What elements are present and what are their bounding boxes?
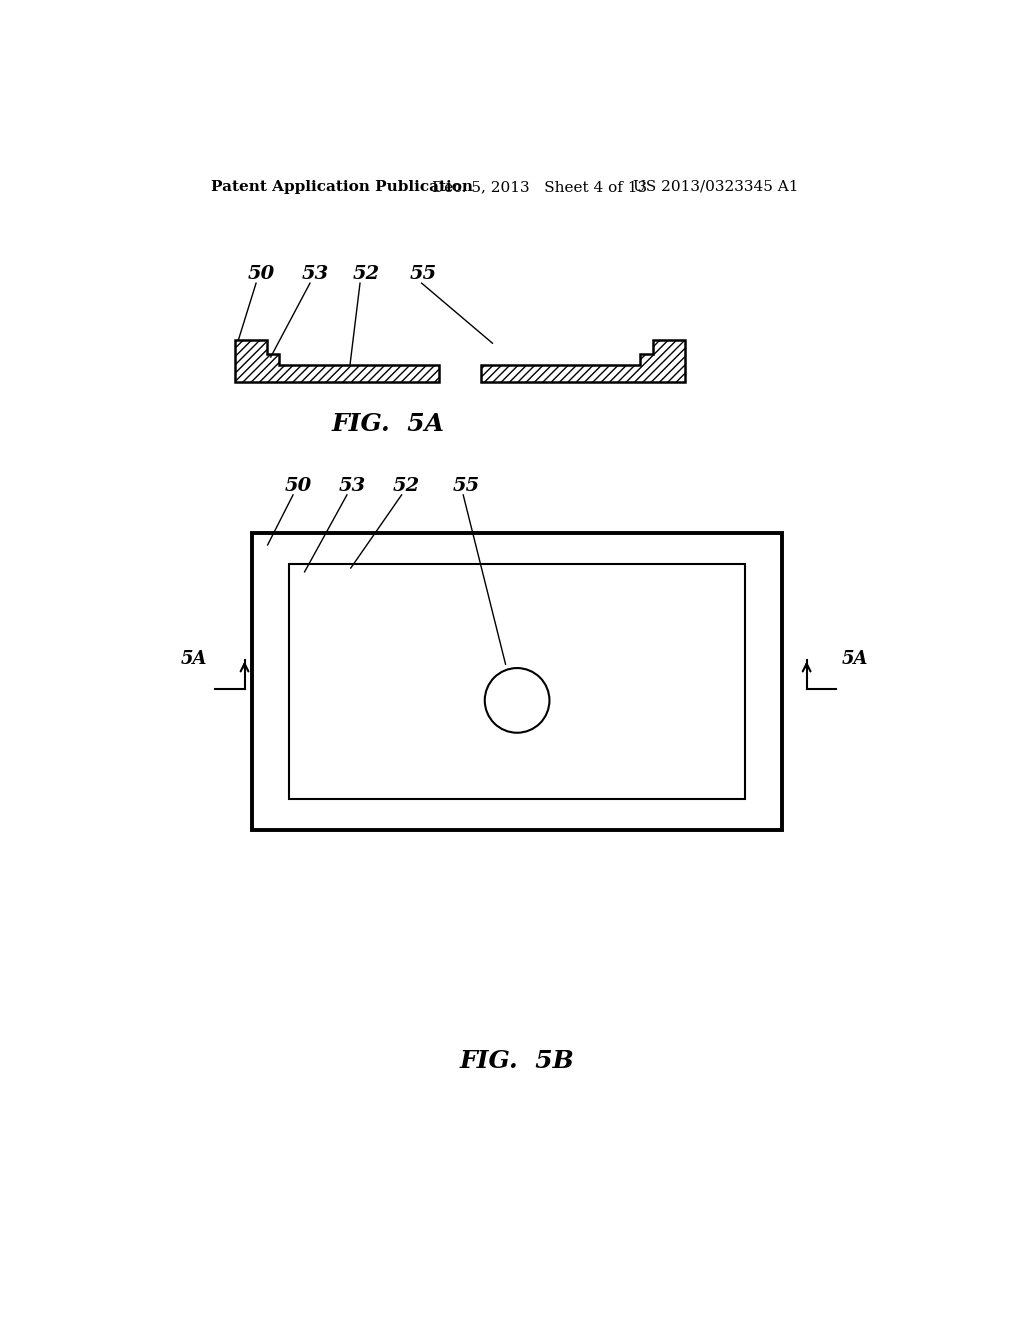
Text: 52: 52 bbox=[392, 477, 420, 495]
Text: Dec. 5, 2013   Sheet 4 of 13: Dec. 5, 2013 Sheet 4 of 13 bbox=[432, 180, 647, 194]
Text: FIG.  5A: FIG. 5A bbox=[332, 412, 445, 436]
Text: 52: 52 bbox=[352, 265, 380, 284]
Bar bbox=[252, 533, 782, 830]
Text: US 2013/0323345 A1: US 2013/0323345 A1 bbox=[633, 180, 798, 194]
Text: 53: 53 bbox=[301, 265, 329, 284]
Text: FIG.  5B: FIG. 5B bbox=[460, 1049, 574, 1073]
Polygon shape bbox=[234, 341, 438, 381]
Polygon shape bbox=[481, 341, 685, 381]
Text: 5A: 5A bbox=[842, 649, 868, 668]
Text: 55: 55 bbox=[410, 265, 437, 284]
Text: 5A: 5A bbox=[181, 649, 208, 668]
Text: Patent Application Publication: Patent Application Publication bbox=[211, 180, 473, 194]
Text: 55: 55 bbox=[453, 477, 479, 495]
Text: 50: 50 bbox=[248, 265, 274, 284]
Bar bbox=[289, 564, 745, 799]
Text: 50: 50 bbox=[285, 477, 312, 495]
Text: 53: 53 bbox=[339, 477, 366, 495]
